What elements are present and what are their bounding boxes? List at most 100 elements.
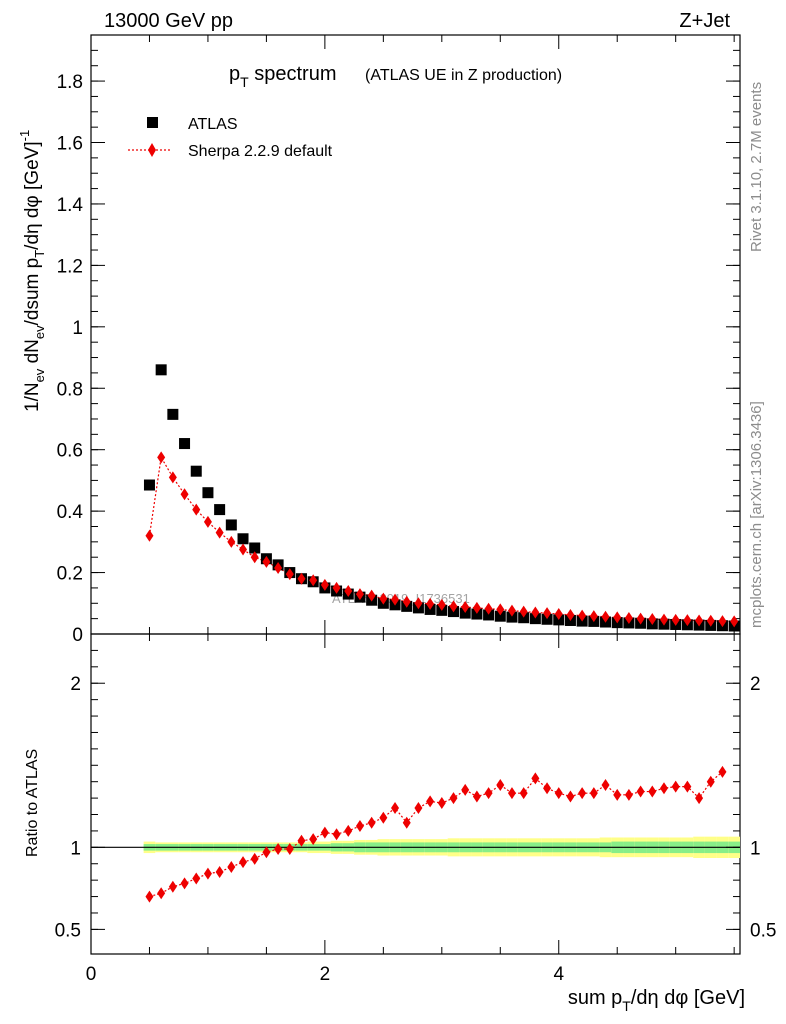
sherpa-data-point: [391, 593, 400, 606]
main-y-tick-label: 0: [72, 625, 83, 646]
ratio-sherpa-point: [320, 826, 329, 839]
sherpa-data-point: [215, 526, 224, 539]
ratio-sherpa-point: [706, 775, 715, 788]
sherpa-data-point: [367, 589, 376, 602]
sherpa-data-point: [320, 578, 329, 591]
ratio-sherpa-point: [437, 797, 446, 810]
sherpa-data-point: [683, 614, 692, 627]
ratio-sherpa-point: [636, 785, 645, 798]
ratio-y-tick-label-right: 0.5: [750, 920, 776, 941]
ratio-sherpa-point: [355, 820, 364, 832]
sherpa-data-point: [578, 609, 587, 622]
title-rest: spectrum: [249, 63, 337, 85]
sherpa-data-point: [718, 615, 727, 628]
ratio-sherpa-point: [145, 890, 154, 903]
sherpa-data-point: [601, 610, 610, 623]
sherpa-data-point: [449, 600, 458, 613]
ratio-sherpa-point: [671, 780, 680, 793]
ratio-y-tick-label-right: 1: [750, 838, 761, 859]
atlas-data-point: [483, 609, 495, 621]
main-y-tick-label: 0.8: [57, 379, 83, 400]
sherpa-data-point: [507, 604, 516, 617]
ratio-sherpa-point: [250, 852, 259, 865]
sherpa-data-point: [589, 610, 598, 623]
atlas-data-point: [190, 465, 202, 477]
ratio-sherpa-point: [648, 785, 657, 798]
legend-label-atlas: ATLAS: [188, 116, 238, 133]
legend-marker-atlas: [147, 117, 158, 128]
ratio-sherpa-point: [274, 842, 283, 855]
atlas-data-point: [143, 479, 155, 491]
sherpa-data-point: [145, 529, 154, 542]
sherpa-data-point: [180, 488, 189, 501]
main-y-axis-title: 1/Nev dNev/dsum pT/dη dφ [GeV]-1: [17, 130, 47, 412]
ratio-sherpa-line: [149, 771, 723, 898]
sherpa-data-point: [624, 612, 633, 625]
title-p: p: [229, 63, 240, 85]
plot-subtitle: (ATLAS UE in Z production): [365, 67, 562, 84]
sherpa-data-point: [695, 614, 704, 627]
sherpa-data-point: [519, 605, 528, 618]
sherpa-data-point: [297, 572, 306, 585]
sherpa-data-point: [531, 606, 540, 619]
ratio-sherpa-point: [344, 824, 353, 837]
sherpa-data-point: [472, 601, 481, 614]
ratio-y-axis-title: Ratio to ATLAS: [24, 749, 41, 857]
ratio-sherpa-point: [683, 780, 692, 793]
legend-marker-sherpa: [148, 143, 156, 157]
sherpa-data-point: [659, 613, 668, 626]
ratio-y-tick-label: 2: [70, 674, 81, 695]
ratio-sherpa-point: [589, 787, 598, 800]
ratio-sherpa-point: [168, 880, 177, 893]
energy-label: 13000 GeV pp: [104, 10, 233, 32]
ratio-sherpa-point: [332, 828, 341, 841]
atlas-data-point: [155, 364, 167, 376]
atlas-data-point: [167, 408, 179, 420]
sherpa-data-point: [730, 615, 739, 628]
sherpa-data-point: [437, 598, 446, 611]
sherpa-data-point: [239, 543, 248, 556]
main-y-tick-label: 1.4: [57, 195, 84, 216]
sherpa-data-point: [379, 592, 388, 605]
ratio-sherpa-point: [566, 790, 575, 803]
sherpa-data-point: [426, 597, 435, 610]
sherpa-data-point: [543, 607, 552, 620]
plot-title: pT spectrum: [229, 63, 337, 90]
sherpa-data-point: [227, 535, 236, 548]
ratio-sherpa-point: [367, 816, 376, 829]
sherpa-data-point: [484, 602, 493, 615]
title-subscript: T: [240, 74, 249, 90]
x-tick-label: 4: [553, 964, 564, 985]
sherpa-data-point: [168, 471, 177, 484]
ratio-sherpa-point: [659, 782, 668, 795]
atlas-data-point: [529, 613, 541, 625]
main-y-tick-label: 1.6: [57, 134, 83, 155]
sherpa-data-point: [402, 595, 411, 608]
sherpa-data-point: [332, 581, 341, 594]
ratio-sherpa-point: [461, 783, 470, 796]
legend-label-sherpa: Sherpa 2.2.9 default: [188, 143, 333, 160]
atlas-data-point: [237, 533, 249, 545]
ratio-sherpa-point: [578, 787, 587, 800]
ratio-sherpa-point: [227, 861, 236, 874]
ratio-sherpa-point: [624, 788, 633, 801]
sherpa-data-point: [496, 603, 505, 616]
ratio-sherpa-point: [543, 782, 552, 795]
x-axis-title: sum pT/dη dφ [GeV]: [568, 987, 745, 1014]
ratio-sherpa-point: [297, 834, 306, 847]
ratio-sherpa-point: [695, 792, 704, 805]
ratio-sherpa-point: [262, 846, 271, 859]
sherpa-data-point: [671, 613, 680, 626]
sherpa-data-point: [192, 503, 201, 516]
atlas-data-point: [214, 504, 226, 516]
ratio-sherpa-point: [519, 787, 528, 800]
sherpa-data-point: [461, 600, 470, 613]
atlas-data-point: [202, 487, 214, 499]
sherpa-data-point: [613, 611, 622, 624]
sherpa-data-point: [274, 561, 283, 574]
main-y-tick-label: 0.4: [57, 502, 84, 523]
ratio-sherpa-point: [239, 856, 248, 869]
sherpa-data-point: [344, 584, 353, 597]
ratio-sherpa-point: [601, 778, 610, 791]
